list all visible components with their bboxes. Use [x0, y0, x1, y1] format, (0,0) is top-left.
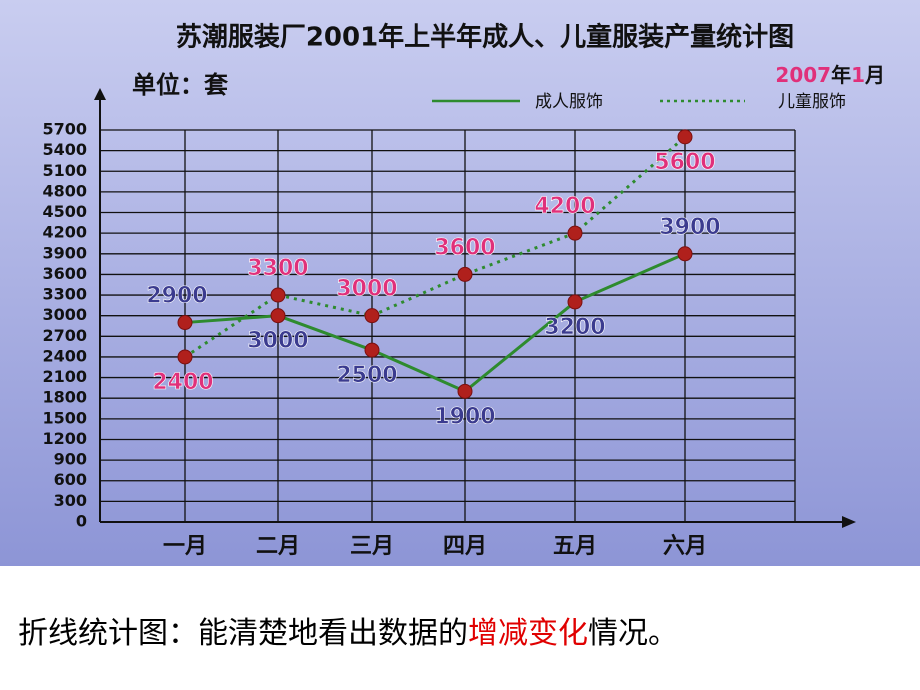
- data-label: 4200: [534, 194, 595, 219]
- x-axis-arrow: [842, 516, 856, 528]
- y-tick-label: 5100: [42, 161, 87, 180]
- y-tick-label: 600: [54, 470, 87, 489]
- data-point: [677, 246, 693, 262]
- date-part: 2007: [775, 63, 831, 87]
- y-tick-label: 5400: [42, 140, 87, 159]
- y-tick-label: 1500: [42, 408, 87, 427]
- data-point: [364, 308, 380, 324]
- y-tick-label: 2400: [42, 346, 87, 365]
- chart-title: 苏潮服装厂2001年上半年成人、儿童服装产量统计图: [176, 22, 794, 53]
- data-label: 2900: [146, 284, 207, 309]
- caption: 折线统计图：能清楚地看出数据的增减变化情况。: [18, 608, 678, 652]
- data-label: 3900: [659, 215, 720, 240]
- date-part: 1: [851, 63, 865, 87]
- background: [0, 0, 920, 566]
- data-label: 3600: [434, 235, 495, 260]
- y-tick-label: 2100: [42, 367, 87, 386]
- y-tick-label: 4500: [42, 202, 87, 221]
- series-line: [184, 252, 686, 394]
- y-axis-arrow: [94, 88, 106, 100]
- caption-highlight: 增减变化: [468, 616, 588, 651]
- unit-label: 单位：套: [132, 71, 229, 99]
- data-point: [677, 129, 693, 145]
- data-point: [457, 383, 473, 399]
- y-tick-label: 0: [76, 512, 87, 531]
- date-part: 月: [864, 63, 885, 87]
- x-tick-label: 三月: [350, 534, 394, 559]
- caption-text: 折线统计图：能清楚地看出数据的: [18, 616, 468, 651]
- caption-text: 情况。: [588, 616, 678, 651]
- y-tick-label: 2700: [42, 326, 87, 345]
- data-point: [177, 315, 193, 331]
- data-point: [177, 349, 193, 365]
- data-point: [364, 342, 380, 358]
- data-label: 3000: [336, 277, 397, 302]
- data-point: [567, 225, 583, 241]
- data-point: [270, 287, 286, 303]
- x-tick-label: 二月: [256, 534, 300, 559]
- series-line: [184, 135, 686, 359]
- y-tick-label: 3600: [42, 264, 87, 283]
- data-label: 2500: [336, 363, 397, 388]
- date-part: 年: [831, 63, 851, 87]
- data-label: 1900: [434, 404, 495, 429]
- y-tick-label: 300: [54, 491, 87, 510]
- legend-label: 成人服饰: [535, 92, 603, 112]
- data-label: 3300: [247, 256, 308, 281]
- data-point: [270, 308, 286, 324]
- data-point: [457, 266, 473, 282]
- y-tick-label: 4200: [42, 223, 87, 242]
- x-tick-label: 一月: [163, 534, 207, 559]
- y-tick-label: 3900: [42, 243, 87, 262]
- legend-label: 儿童服饰: [778, 92, 846, 112]
- x-tick-label: 五月: [553, 534, 597, 559]
- y-tick-label: 3000: [42, 305, 87, 324]
- y-tick-label: 3300: [42, 285, 87, 304]
- x-tick-label: 六月: [663, 534, 707, 559]
- data-label: 3200: [544, 315, 605, 340]
- x-tick-label: 四月: [443, 534, 487, 559]
- data-label: 3000: [247, 329, 308, 354]
- y-tick-label: 900: [54, 450, 87, 469]
- y-tick-label: 1800: [42, 388, 87, 407]
- data-label: 2400: [152, 370, 213, 395]
- y-tick-label: 1200: [42, 429, 87, 448]
- data-point: [567, 294, 583, 310]
- data-label: 5600: [654, 150, 715, 175]
- date: 2007年1月: [775, 63, 885, 87]
- y-tick-label: 4800: [42, 181, 87, 200]
- y-tick-label: 5700: [42, 120, 87, 139]
